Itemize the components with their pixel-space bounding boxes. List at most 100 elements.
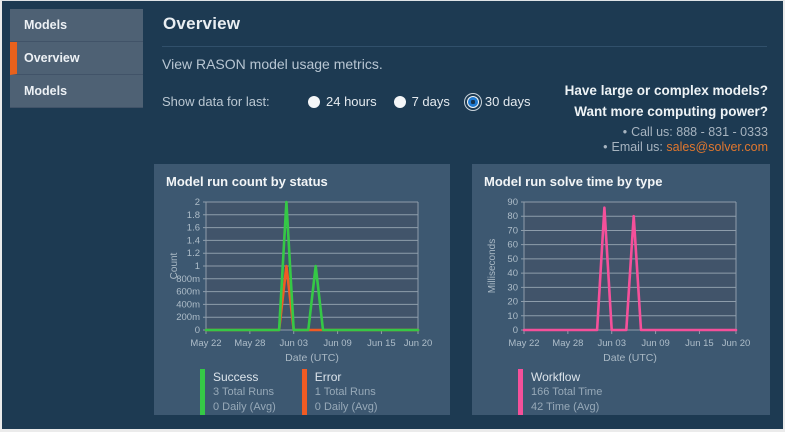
x-tick-label: Jun 09 xyxy=(323,338,352,349)
legend-text: Success 3 Total Runs 0 Daily (Avg) xyxy=(213,369,276,415)
timerange-filter: Show data for last: 24 hours 7 days 30 d… xyxy=(162,92,531,111)
y-axis-label: Milliseconds xyxy=(487,239,498,293)
legend-stat: 0 Daily (Avg) xyxy=(213,401,276,413)
chart-legend: Workflow 166 Total Time 42 Time (Avg) xyxy=(518,369,758,415)
radio-button-selected-icon[interactable] xyxy=(463,92,482,111)
y-tick-label: 10 xyxy=(507,311,518,322)
x-tick-label: Jun 20 xyxy=(404,338,433,349)
legend-entry-workflow: Workflow 166 Total Time 42 Time (Avg) xyxy=(518,369,602,415)
y-axis-label: Count xyxy=(169,252,180,279)
y-tick-label: 2 xyxy=(195,197,200,208)
y-tick-label: 0 xyxy=(195,325,200,336)
email-label: Email us: xyxy=(611,140,663,154)
promo-contact-list: • Call us: 888 - 831 - 0333 • Email us: sa… xyxy=(565,125,768,155)
legend-entry-error: Error 1 Total Runs 0 Daily (Avg) xyxy=(301,369,378,415)
radio-label: 7 days xyxy=(411,94,450,109)
promo-block: Have large or complex models? Want more … xyxy=(565,80,768,155)
x-tick-label: May 22 xyxy=(508,338,539,349)
run-count-chart-panel: Model run count by status 2 1.8 1.6 1.4 1.2 1… xyxy=(154,164,450,415)
y-tick-label: 60 xyxy=(507,240,518,251)
legend-text: Error 1 Total Runs 0 Daily (Avg) xyxy=(315,369,378,415)
bullet-icon: • xyxy=(603,140,608,154)
radio-7-days[interactable]: 7 days xyxy=(393,94,450,109)
legend-stat: 0 Daily (Avg) xyxy=(314,401,378,413)
legend-stat: 166 Total Time xyxy=(531,386,603,398)
call-number: 888 - 831 - 0333 xyxy=(676,125,768,139)
radio-30-days[interactable]: 30 days xyxy=(463,92,531,111)
page-subtitle: View RASON model usage metrics. xyxy=(162,56,383,72)
promo-line-1: Have large or complex models? xyxy=(564,83,768,98)
sidebar-item-label: Overview xyxy=(24,51,80,65)
chart-title: Model run count by status xyxy=(166,174,328,189)
sidebar-item-label: Models xyxy=(24,18,68,32)
sidebar-item-overview[interactable]: Overview xyxy=(10,42,143,75)
sidebar-item-label: Models xyxy=(24,84,68,98)
y-tick-label: 400m xyxy=(176,299,200,310)
y-tick-label: 1.2 xyxy=(187,248,200,259)
filter-label: Show data for last: xyxy=(162,94,270,109)
chart-title: Model run solve time by type xyxy=(484,174,663,189)
x-tick-label: May 22 xyxy=(190,338,221,349)
legend-series-name: Success xyxy=(213,370,259,384)
timerange-radio-group: 24 hours 7 days 30 days xyxy=(308,92,531,111)
sidebar: Models Overview Models xyxy=(10,9,143,108)
x-tick-label: Jun 15 xyxy=(685,338,714,349)
chart-legend: Success 3 Total Runs 0 Daily (Avg) Error 1 T… xyxy=(200,369,438,415)
y-tick-label: 40 xyxy=(507,268,518,279)
x-axis-label: Date (UTC) xyxy=(603,352,657,364)
promo-call-item: • Call us: 888 - 831 - 0333 xyxy=(565,125,768,140)
legend-entry-success: Success 3 Total Runs 0 Daily (Avg) xyxy=(200,369,276,415)
radio-label: 30 days xyxy=(484,94,531,109)
y-tick-label: 50 xyxy=(507,254,518,265)
x-tick-label: Jun 20 xyxy=(722,338,751,349)
sidebar-item-models-bottom[interactable]: Models xyxy=(10,75,143,108)
radio-label: 24 hours xyxy=(326,94,377,109)
legend-color-bar xyxy=(301,369,307,415)
y-tick-label: 20 xyxy=(507,297,518,308)
y-tick-label: 1.4 xyxy=(187,235,200,246)
y-tick-label: 200m xyxy=(176,312,200,323)
y-tick-label: 1 xyxy=(195,261,200,272)
x-axis-label: Date (UTC) xyxy=(285,352,339,364)
series-line-workflow xyxy=(522,206,738,332)
y-tick-label: 1.6 xyxy=(187,223,200,234)
y-tick-label: 80 xyxy=(507,211,518,222)
page-title: Overview xyxy=(163,14,241,33)
y-tick-label: 1.8 xyxy=(187,210,200,221)
bullet-icon: • xyxy=(622,125,628,139)
radio-button-icon[interactable] xyxy=(393,95,406,108)
y-tick-label: 600m xyxy=(176,287,200,298)
series-line-success xyxy=(204,200,420,332)
y-tick-label: 70 xyxy=(507,225,518,236)
solve-time-chart: 90 80 70 60 50 40 30 20 10 0 May 22 May 28 Jun 03 Jun… xyxy=(487,197,751,364)
legend-text: Workflow 166 Total Time 42 Time (Avg) xyxy=(531,369,602,415)
promo-email-item: • Email us: sales@solver.com xyxy=(565,140,768,155)
legend-series-name: Error xyxy=(314,370,342,384)
call-label: Call us: xyxy=(631,125,673,139)
title-divider xyxy=(162,46,767,47)
x-tick-label: May 28 xyxy=(234,338,265,349)
legend-stat: 42 Time (Avg) xyxy=(531,401,600,413)
legend-series-name: Workflow xyxy=(531,370,581,384)
radio-24-hours[interactable]: 24 hours xyxy=(308,94,377,109)
x-tick-label: Jun 03 xyxy=(597,338,626,349)
y-tick-label: 30 xyxy=(507,282,518,293)
x-tick-label: Jun 15 xyxy=(367,338,396,349)
y-tick-label: 800m xyxy=(176,274,200,285)
promo-line-2: Want more computing power? xyxy=(574,104,768,119)
y-tick-label: 90 xyxy=(507,197,518,208)
sidebar-item-models-top[interactable]: Models xyxy=(10,9,143,42)
legend-stat: 3 Total Runs xyxy=(213,386,274,398)
y-tick-label: 0 xyxy=(513,325,518,336)
legend-color-bar xyxy=(518,369,523,415)
solve-time-chart-panel: Model run solve time by type 90 80 70 60 50 4… xyxy=(472,164,770,415)
x-tick-label: May 28 xyxy=(552,338,583,349)
x-tick-label: Jun 09 xyxy=(641,338,670,349)
legend-color-bar xyxy=(200,369,205,415)
legend-stat: 1 Total Runs xyxy=(314,386,376,398)
x-tick-label: Jun 03 xyxy=(279,338,308,349)
email-link[interactable]: sales@solver.com xyxy=(666,140,768,154)
radio-button-icon[interactable] xyxy=(308,95,320,108)
